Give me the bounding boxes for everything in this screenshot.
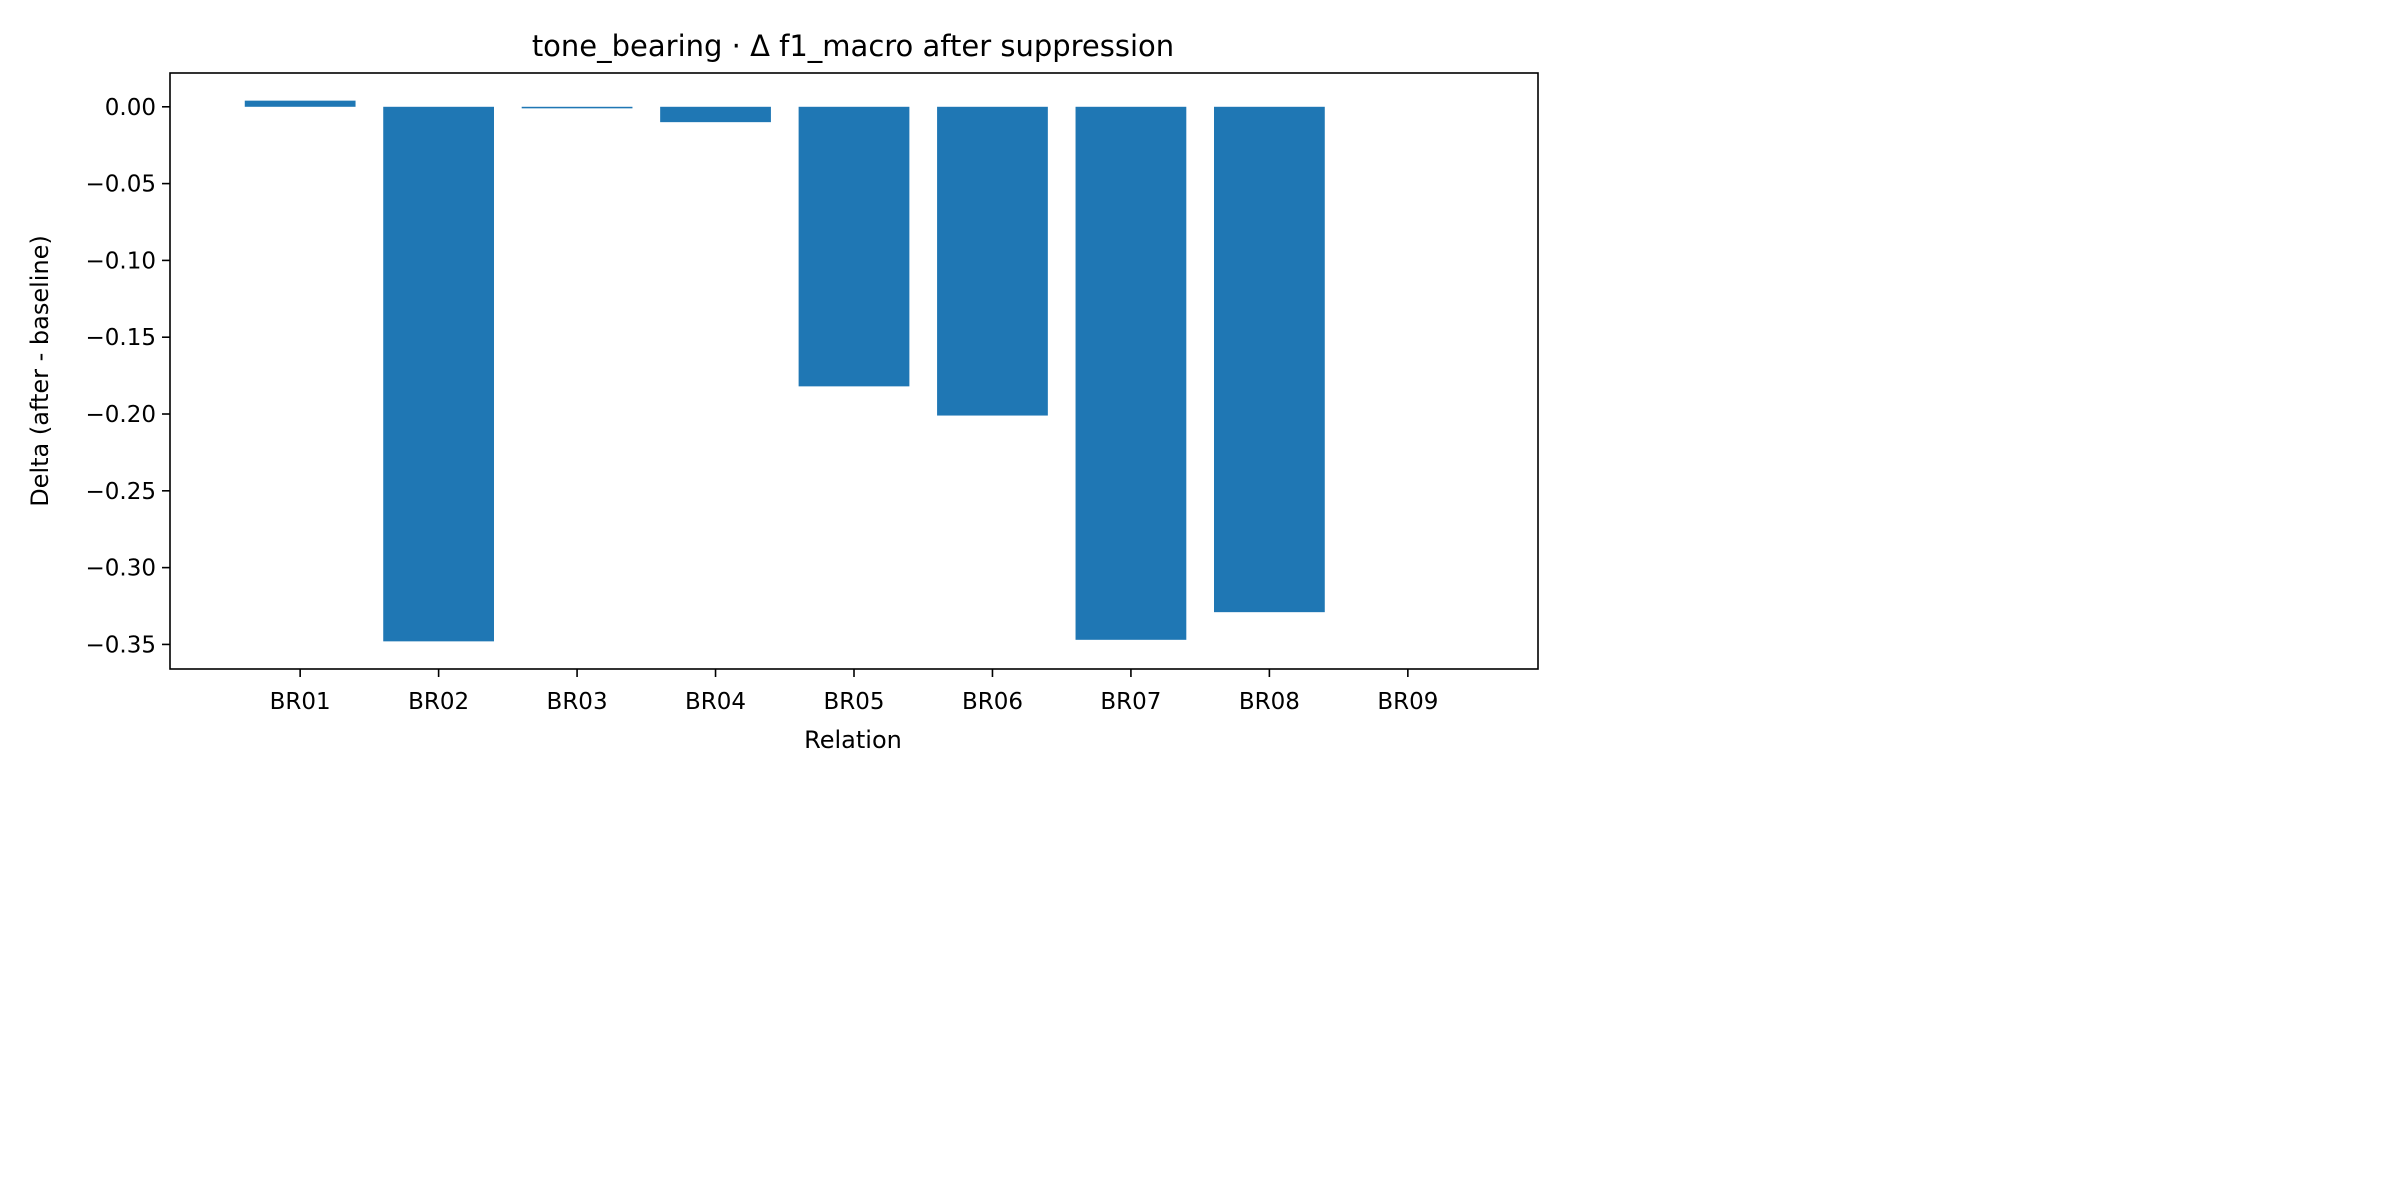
- x-tick-label-br05: BR05: [823, 689, 884, 715]
- y-tick-label: −0.20: [86, 402, 156, 428]
- bar-br04: [660, 106, 771, 123]
- x-tick-label-br06: BR06: [962, 689, 1023, 715]
- x-axis-label: Relation: [804, 726, 902, 754]
- y-tick-label: −0.15: [86, 325, 156, 351]
- x-tick-label-br09: BR09: [1377, 689, 1438, 715]
- x-tick-label-br03: BR03: [547, 689, 608, 715]
- y-tick-label: −0.35: [86, 632, 156, 658]
- chart-title: tone_bearing · Δ f1_macro after suppress…: [532, 29, 1174, 63]
- x-axis: BR01 BR02 BR03 BR04 BR05 BR06 BR07 BR08 BR09: [270, 669, 1438, 715]
- bar-br07: [1075, 106, 1187, 640]
- y-tick-label: −0.05: [86, 172, 156, 198]
- y-tick-label: −0.25: [86, 479, 156, 505]
- bar-br02: [383, 106, 494, 642]
- y-tick-label: −0.10: [86, 248, 156, 274]
- bar-br06: [937, 106, 1048, 416]
- x-tick-label-br02: BR02: [408, 689, 469, 715]
- bar-chart: tone_bearing · Δ f1_macro after suppress…: [26, 29, 1539, 754]
- bar-br05: [798, 106, 910, 387]
- y-axis-label: Delta (after - baseline): [26, 235, 54, 507]
- y-axis: 0.00 −0.05 −0.10 −0.15 −0.20 −0.25 −0.30 −0.35: [86, 95, 170, 658]
- x-tick-label-br01: BR01: [270, 689, 331, 715]
- y-tick-label: −0.30: [86, 556, 156, 582]
- bars-group: [244, 100, 1325, 642]
- x-tick-label-br08: BR08: [1239, 689, 1300, 715]
- y-tick-label: 0.00: [105, 95, 156, 121]
- bar-br08: [1214, 106, 1325, 613]
- bar-br03: [521, 106, 633, 109]
- x-tick-label-br04: BR04: [685, 689, 746, 715]
- x-tick-label-br07: BR07: [1100, 689, 1161, 715]
- bar-br01: [244, 100, 356, 107]
